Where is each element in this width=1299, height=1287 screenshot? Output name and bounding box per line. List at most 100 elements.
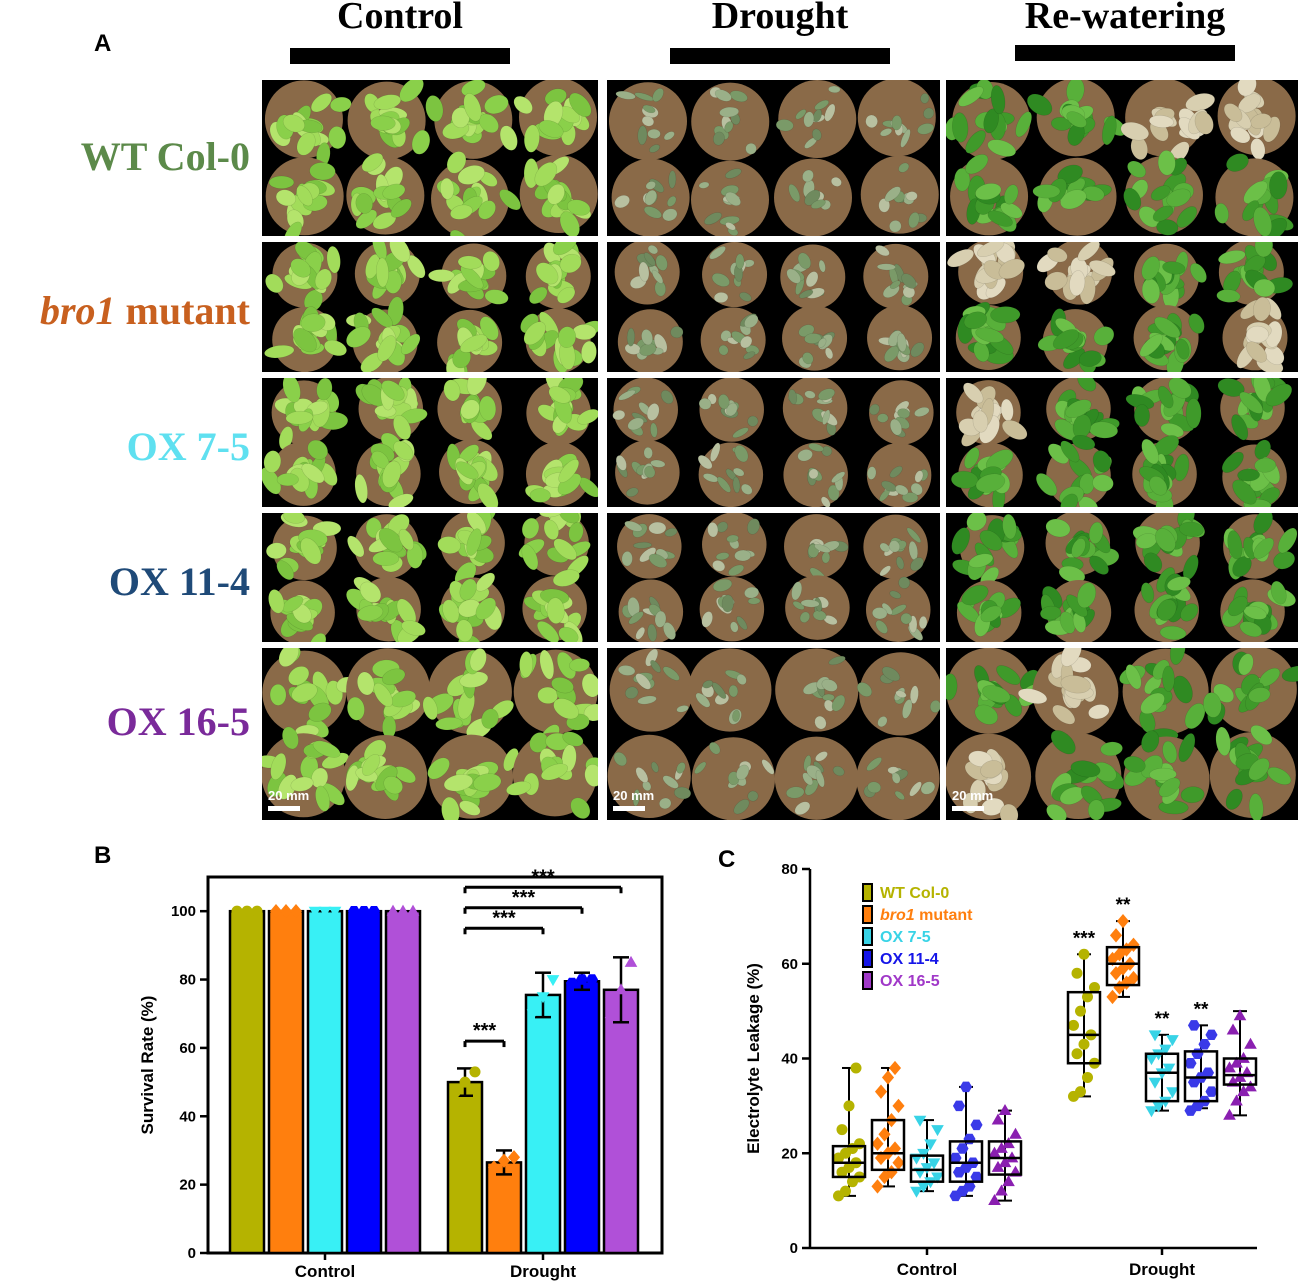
plant-photo-drought-row3 [607,378,940,507]
plant-illustration [951,513,1298,642]
legend-swatch [862,905,873,924]
data-point [1075,1005,1086,1017]
data-point [892,1098,905,1114]
row-label-ox114: OX 11-4 [108,559,250,604]
y-tick-label: 100 [171,903,196,920]
data-point [1148,1077,1162,1089]
significance-label: *** [1073,928,1096,949]
bar [563,980,601,1255]
significance-label: *** [531,866,555,888]
data-point [991,1113,1005,1125]
y-axis-label: Survival Rate (%) [138,996,157,1135]
scale-bar-label: 20 mm [268,788,310,803]
data-point [1089,981,1100,993]
data-point [1120,975,1133,990]
data-point [1009,1127,1022,1139]
data-point [871,1179,884,1194]
data-point [888,1060,902,1076]
data-point [995,1141,1008,1153]
y-tick-label: 80 [781,862,798,878]
plant-illustration [607,648,940,820]
data-point [1148,1030,1162,1042]
data-point [231,905,243,917]
data-point [1244,1037,1257,1049]
data-point [970,1171,983,1183]
bar [446,1080,484,1255]
data-point [1071,967,1083,979]
plant-photo-drought-row2 [607,242,940,372]
scale-bar-label: 20 mm [952,788,994,803]
plant-photo-rewatering-row1 [946,80,1298,236]
data-point [991,1160,1005,1172]
data-point [1205,1086,1218,1097]
data-point [1078,1038,1090,1050]
legend-label: bro1 mutant [880,907,973,924]
bar [602,988,640,1255]
plant-photo-rewatering-row2 [946,242,1298,372]
y-tick-label: 60 [781,956,798,973]
data-point [526,1009,540,1021]
legend-label: WT Col-0 [880,885,949,902]
plot-frame [206,875,664,1255]
data-point [871,1136,884,1151]
data-point [917,1182,930,1194]
data-point [854,1138,865,1150]
scale-bar-label: 20 mm [613,788,655,803]
x-tick-label: Drought [510,1262,576,1281]
data-point [1187,1020,1201,1031]
plant-illustration [617,513,931,642]
data-point [874,1084,888,1099]
data-point [878,1169,891,1185]
scale-bar [952,806,984,811]
data-point [931,1125,944,1137]
y-tick-label: 40 [179,1108,196,1125]
data-point [347,905,361,917]
data-point [1002,1175,1015,1187]
box [1144,1052,1180,1103]
significance-label: ** [1155,1009,1170,1030]
column-bar-control [290,48,510,64]
data-point [536,992,550,1004]
data-point [1145,1054,1158,1066]
data-point [1120,942,1133,957]
scale-bar [613,806,645,811]
data-point [585,974,599,985]
data-point [949,1152,962,1164]
data-point [1106,989,1119,1005]
data-point [406,904,420,916]
legend-label: OX 11-4 [880,951,939,968]
data-point [308,906,322,918]
data-point [1166,1087,1179,1099]
data-point [1078,948,1090,960]
bar [306,909,344,1255]
plant-photo-rewatering-row3 [946,378,1298,507]
data-point [546,975,560,987]
data-point [357,905,371,917]
data-point [1113,980,1126,995]
significance-label: ** [1194,999,1209,1020]
plant-illustration [262,648,598,820]
data-point [995,1184,1008,1196]
plant-photo-control-row4 [262,513,598,642]
box [1066,990,1102,1065]
data-point [1244,1080,1257,1092]
data-point [1082,1071,1093,1083]
row-label-ox165: OX 16-5 [106,699,250,744]
data-point [328,906,342,918]
column-bar-rewatering [1015,45,1235,61]
data-point [970,1119,983,1131]
bar [524,993,562,1255]
legend-label: OX 16-5 [880,973,940,990]
column-title-drought: Drought [711,0,849,37]
data-point [1198,1039,1211,1050]
data-point [1068,1019,1079,1031]
data-point [1116,961,1130,976]
data-point [850,1062,862,1074]
data-point [913,1115,927,1127]
data-point [241,905,253,917]
panel-b-letter: B [94,842,112,869]
data-point [1127,970,1140,986]
bar [228,909,266,1255]
data-point [367,905,381,917]
data-point [1223,1108,1236,1120]
